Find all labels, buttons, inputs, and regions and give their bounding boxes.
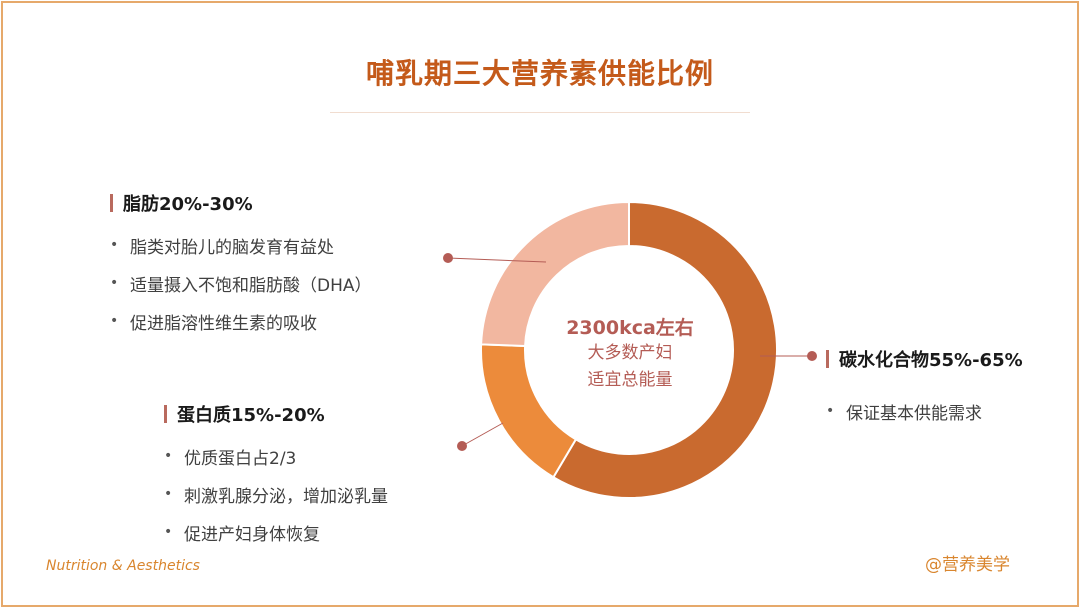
list-item: • 保证基本供能需求: [826, 392, 1023, 430]
brand-tagline: Nutrition & Aesthetics: [46, 558, 200, 574]
center-caption-1: 大多数产妇: [587, 343, 673, 363]
connector-carbs-dot: [807, 351, 817, 361]
carbs-heading: 碳水化合物55%-65%: [839, 350, 1023, 371]
page-title: 哺乳期三大营养素供能比例: [365, 57, 714, 90]
heading-marker: [826, 350, 829, 368]
slice-fat: [480, 200, 630, 348]
slice-carbs: [551, 200, 778, 499]
center-caption-2: 适宜总能量: [587, 370, 673, 390]
carbs-section: 碳水化合物55%-65% • 保证基本供能需求: [826, 346, 1023, 430]
connector-fat-dot: [443, 253, 453, 263]
protein-section: 蛋白质15%-20% • 优质蛋白占2/3 • 刺激乳腺分泌，增加泌乳量 • 促进产妇…: [164, 401, 388, 551]
connector-protein-dot: [457, 441, 467, 451]
title-divider: [330, 112, 750, 113]
list-item: • 促进脂溶性维生素的吸收: [110, 302, 372, 340]
protein-heading: 蛋白质15%-20%: [177, 405, 325, 426]
donut-center-label: 2300kca左右 大多数产妇 适宜总能量: [560, 313, 700, 394]
list-item: • 优质蛋白占2/3: [164, 437, 388, 475]
heading-marker: [164, 405, 167, 423]
list-item: • 刺激乳腺分泌，增加泌乳量: [164, 475, 388, 513]
center-energy-value: 2300kca左右: [566, 317, 694, 339]
list-item: • 适量摄入不饱和脂肪酸（DHA）: [110, 264, 372, 302]
fat-bullet-1: 脂类对胎儿的脑发育有益处: [130, 237, 334, 258]
fat-section: 脂肪20%-30% • 脂类对胎儿的脑发育有益处 • 适量摄入不饱和脂肪酸（DHA）…: [110, 190, 372, 340]
list-item: • 脂类对胎儿的脑发育有益处: [110, 226, 372, 264]
fat-bullet-3: 促进脂溶性维生素的吸收: [130, 313, 317, 334]
fat-bullet-2: 适量摄入不饱和脂肪酸（DHA）: [130, 275, 372, 296]
carbs-bullet-1: 保证基本供能需求: [846, 403, 982, 424]
connector-protein: [461, 422, 504, 447]
fat-heading: 脂肪20%-30%: [123, 194, 253, 215]
brand-handle: @营养美学: [925, 555, 1010, 575]
list-item: • 促进产妇身体恢复: [164, 513, 388, 551]
protein-bullet-2: 刺激乳腺分泌，增加泌乳量: [184, 486, 388, 507]
protein-bullet-1: 优质蛋白占2/3: [184, 448, 297, 469]
heading-marker: [110, 194, 113, 212]
protein-bullet-3: 促进产妇身体恢复: [184, 524, 320, 545]
connector-fat: [447, 257, 547, 263]
